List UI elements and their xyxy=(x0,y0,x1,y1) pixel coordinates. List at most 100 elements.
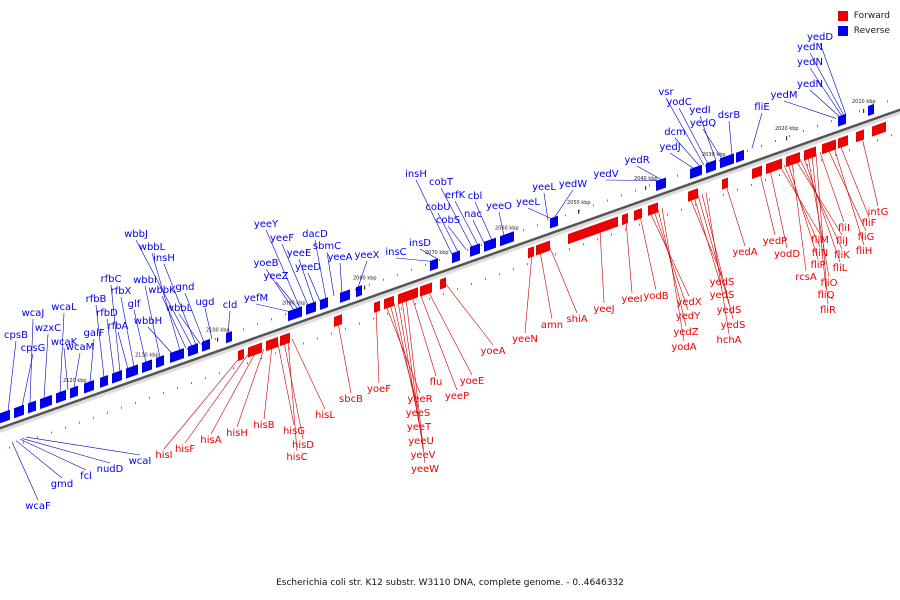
leader-line xyxy=(639,215,657,291)
forward-gene-label: rcsA xyxy=(795,272,817,283)
minor-tick xyxy=(527,263,528,266)
leader-line xyxy=(401,299,424,450)
forward-gene-label: fliJ xyxy=(836,236,848,247)
tick-label: 2120 kbp xyxy=(63,378,87,384)
tick-label: 2070 kbp xyxy=(425,250,449,256)
leader-line xyxy=(527,207,553,220)
legend-swatch-forward xyxy=(837,10,848,21)
leader-line xyxy=(120,296,135,367)
forward-gene-label: yoeE xyxy=(460,376,485,387)
forward-gene xyxy=(266,336,278,352)
reverse-gene xyxy=(656,177,666,192)
reverse-gene xyxy=(706,159,716,174)
leader-line xyxy=(819,151,845,223)
minor-tick xyxy=(415,302,416,305)
minor-tick xyxy=(93,416,94,419)
minor-tick xyxy=(163,391,164,394)
minor-tick xyxy=(747,149,748,152)
reverse-gene xyxy=(484,237,496,252)
reverse-gene-label: wbbH xyxy=(134,316,162,327)
minor-tick xyxy=(425,263,426,266)
forward-gene xyxy=(568,216,618,245)
leader-line xyxy=(21,438,111,464)
reverse-gene-label: wbbL xyxy=(139,242,166,253)
minor-tick xyxy=(79,421,80,424)
forward-gene xyxy=(334,314,342,328)
leader-line xyxy=(728,120,733,156)
minor-tick xyxy=(205,377,206,380)
reverse-gene-label: yeeE xyxy=(287,248,312,259)
minor-tick xyxy=(135,401,136,404)
minor-tick xyxy=(579,209,580,212)
reverse-gene-label: yedN xyxy=(797,79,823,90)
minor-tick xyxy=(177,387,178,390)
leader-line xyxy=(539,251,553,320)
minor-tick xyxy=(653,218,654,221)
leader-line xyxy=(161,295,187,349)
leader-line xyxy=(227,310,231,334)
minor-tick xyxy=(597,238,598,241)
leader-line xyxy=(133,309,147,363)
leader-line xyxy=(339,262,343,294)
leader-line xyxy=(809,89,841,118)
forward-gene-label: yodD xyxy=(774,249,800,260)
reverse-gene-label: cld xyxy=(223,300,238,311)
leader-line xyxy=(625,220,633,294)
leader-line xyxy=(419,248,439,260)
minor-tick xyxy=(765,178,766,181)
leader-line xyxy=(236,348,265,428)
forward-gene-label: fliG xyxy=(858,232,875,243)
reverse-gene-label: galF xyxy=(83,328,104,339)
forward-gene-label: fliF xyxy=(862,218,877,229)
reverse-gene-label: yeeY xyxy=(254,219,279,230)
minor-tick xyxy=(859,110,860,113)
leader-line xyxy=(21,353,34,407)
minor-tick xyxy=(121,406,122,409)
leader-line xyxy=(697,195,730,305)
minor-tick xyxy=(243,328,244,331)
leader-line xyxy=(73,352,81,389)
leader-line xyxy=(803,157,841,263)
leader-line xyxy=(474,201,493,241)
minor-tick xyxy=(345,327,346,330)
minor-tick xyxy=(271,318,272,321)
forward-gene-label: yeeR xyxy=(407,394,432,405)
leader-line xyxy=(809,67,843,117)
leader-line xyxy=(326,251,335,297)
minor-tick xyxy=(219,372,220,375)
minor-tick xyxy=(233,367,234,370)
leader-line xyxy=(265,268,295,311)
reverse-gene-label: erfK xyxy=(445,190,466,201)
forward-gene-label: yeeN xyxy=(512,334,538,345)
minor-tick xyxy=(891,134,892,137)
minor-tick xyxy=(331,332,332,335)
minor-tick xyxy=(303,342,304,345)
reverse-gene xyxy=(868,103,874,116)
forward-gene-label: fliQ xyxy=(818,290,835,301)
leader-line xyxy=(653,210,689,311)
reverse-gene-label: yeeF xyxy=(270,233,294,244)
forward-gene-label: yoeF xyxy=(367,384,391,395)
reverse-gene xyxy=(452,250,460,264)
forward-gene-label: hisD xyxy=(292,440,314,451)
forward-gene-label: hisF xyxy=(175,444,195,455)
minor-tick xyxy=(9,446,10,449)
leader-line xyxy=(357,260,368,288)
minor-tick xyxy=(355,288,356,291)
leader-line xyxy=(599,229,605,304)
reverse-gene xyxy=(28,400,36,414)
reverse-gene-label: insC xyxy=(385,247,406,258)
leader-line xyxy=(7,340,17,412)
reverse-gene xyxy=(550,215,558,229)
leader-line xyxy=(795,160,843,236)
minor-tick xyxy=(621,194,622,197)
forward-gene xyxy=(528,246,534,259)
reverse-gene-label: yedQ xyxy=(690,118,716,129)
reverse-gene-label: fliE xyxy=(754,102,769,113)
leader-line xyxy=(833,147,865,246)
minor-tick xyxy=(877,139,878,142)
forward-gene xyxy=(786,152,800,168)
forward-gene-label: hisG xyxy=(283,426,305,437)
leader-line xyxy=(415,179,453,255)
